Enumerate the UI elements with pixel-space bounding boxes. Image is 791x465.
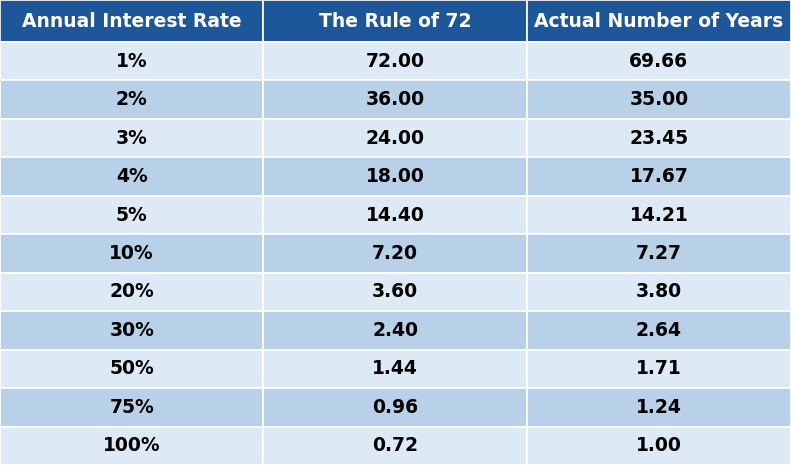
Bar — [527, 273, 791, 311]
Text: 7.27: 7.27 — [636, 244, 682, 263]
Text: 50%: 50% — [109, 359, 154, 379]
Bar — [0, 234, 263, 273]
Text: 10%: 10% — [109, 244, 154, 263]
Text: 1.44: 1.44 — [373, 359, 418, 379]
Text: 20%: 20% — [109, 282, 154, 301]
Bar — [0, 42, 263, 80]
Bar — [0, 273, 263, 311]
Bar — [0, 350, 263, 388]
Bar — [0, 80, 263, 119]
Text: 17.67: 17.67 — [630, 167, 688, 186]
Text: 3.60: 3.60 — [372, 282, 418, 301]
Text: 7.20: 7.20 — [372, 244, 418, 263]
Bar — [263, 350, 527, 388]
Bar — [0, 157, 263, 196]
Bar — [263, 119, 527, 157]
Bar — [263, 80, 527, 119]
Bar — [263, 42, 527, 80]
Text: 69.66: 69.66 — [630, 52, 688, 71]
Text: Annual Interest Rate: Annual Interest Rate — [22, 12, 241, 31]
Text: 23.45: 23.45 — [630, 129, 688, 147]
Text: 14.21: 14.21 — [630, 206, 688, 225]
Text: 2%: 2% — [115, 90, 148, 109]
Text: 72.00: 72.00 — [365, 52, 425, 71]
Bar — [527, 157, 791, 196]
Bar — [527, 311, 791, 350]
Bar — [0, 196, 263, 234]
Text: 2.40: 2.40 — [372, 321, 418, 340]
Bar — [0, 426, 263, 465]
Text: 5%: 5% — [115, 206, 148, 225]
Bar — [0, 119, 263, 157]
Text: 1.71: 1.71 — [636, 359, 682, 379]
Text: 1%: 1% — [116, 52, 147, 71]
Text: 3%: 3% — [115, 129, 148, 147]
Text: Actual Number of Years: Actual Number of Years — [534, 12, 784, 31]
Text: 36.00: 36.00 — [365, 90, 425, 109]
Bar — [527, 234, 791, 273]
Bar — [527, 42, 791, 80]
Text: 4%: 4% — [115, 167, 148, 186]
Bar — [263, 311, 527, 350]
Text: The Rule of 72: The Rule of 72 — [319, 12, 471, 31]
Bar — [263, 0, 527, 42]
Bar — [263, 157, 527, 196]
Text: 14.40: 14.40 — [365, 206, 425, 225]
Bar — [527, 196, 791, 234]
Text: 1.00: 1.00 — [636, 436, 682, 455]
Bar — [527, 426, 791, 465]
Bar — [527, 388, 791, 426]
Text: 24.00: 24.00 — [365, 129, 425, 147]
Text: 18.00: 18.00 — [365, 167, 425, 186]
Text: 0.96: 0.96 — [372, 398, 418, 417]
Text: 75%: 75% — [109, 398, 154, 417]
Bar — [263, 234, 527, 273]
Text: 100%: 100% — [103, 436, 161, 455]
Bar — [527, 80, 791, 119]
Bar — [527, 119, 791, 157]
Bar — [527, 350, 791, 388]
Bar — [0, 388, 263, 426]
Bar — [0, 311, 263, 350]
Bar — [0, 0, 263, 42]
Text: 35.00: 35.00 — [630, 90, 688, 109]
Bar — [263, 388, 527, 426]
Text: 0.72: 0.72 — [372, 436, 418, 455]
Text: 2.64: 2.64 — [636, 321, 682, 340]
Bar — [263, 426, 527, 465]
Bar — [263, 273, 527, 311]
Text: 3.80: 3.80 — [636, 282, 682, 301]
Text: 1.24: 1.24 — [636, 398, 682, 417]
Bar — [527, 0, 791, 42]
Text: 30%: 30% — [109, 321, 154, 340]
Bar — [263, 196, 527, 234]
